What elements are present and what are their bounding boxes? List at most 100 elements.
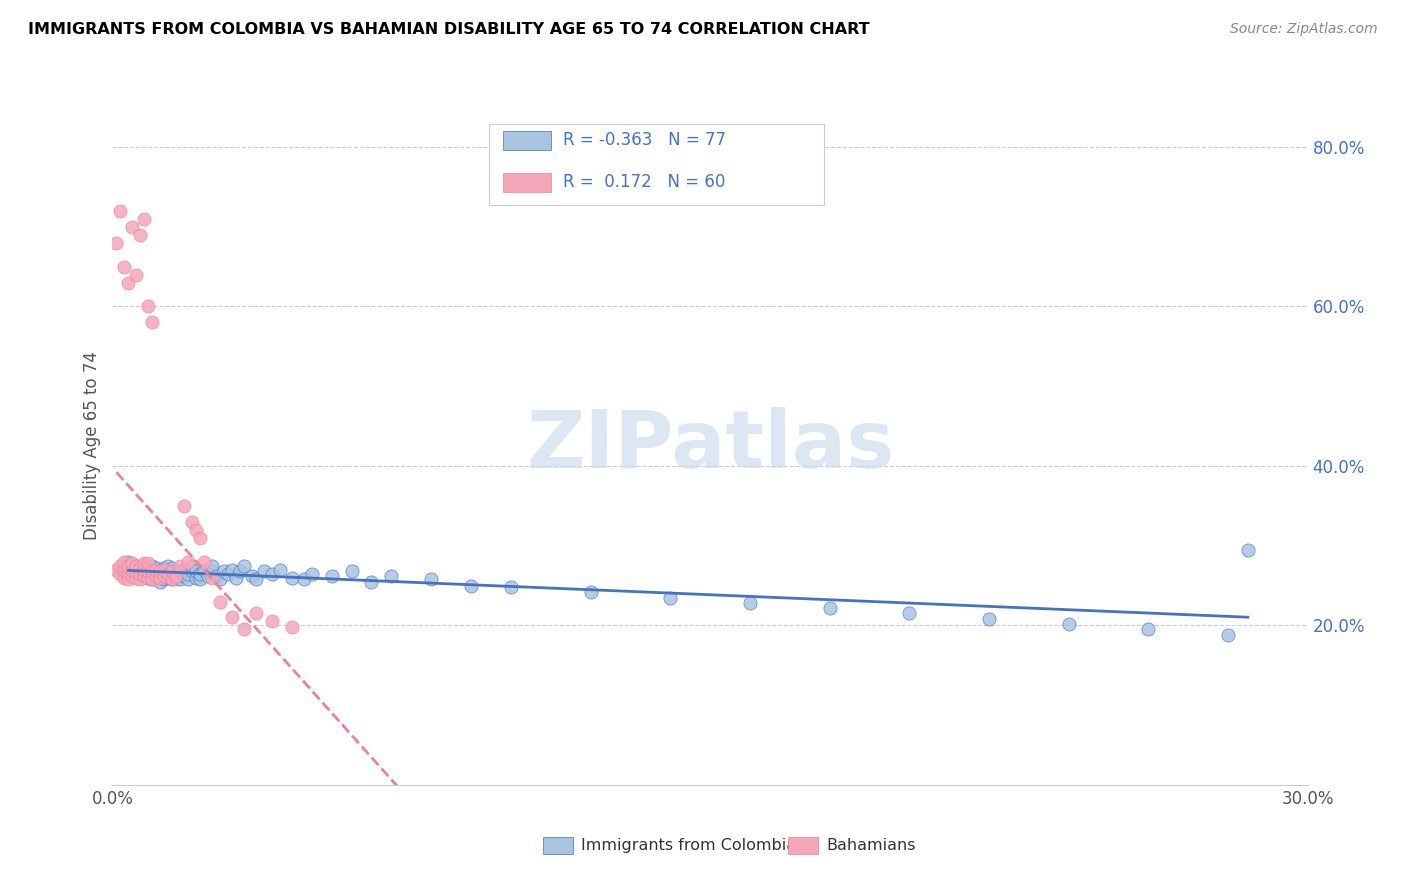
Point — [186, 564, 208, 578]
Point — [188, 566, 211, 581]
Point — [145, 561, 167, 575]
FancyBboxPatch shape — [503, 173, 551, 192]
Point — [579, 585, 602, 599]
Point — [134, 211, 156, 226]
Point — [117, 564, 139, 578]
Point — [177, 566, 200, 581]
Point — [134, 561, 156, 575]
Point — [162, 572, 183, 586]
Point — [173, 563, 195, 577]
Point — [125, 564, 148, 578]
Point — [157, 558, 180, 573]
Point — [1237, 542, 1260, 557]
Point — [105, 235, 128, 250]
Point — [138, 300, 160, 314]
Point — [141, 572, 163, 586]
Point — [229, 564, 252, 578]
Point — [110, 566, 132, 581]
Point — [129, 566, 152, 581]
Point — [188, 572, 211, 586]
Point — [177, 572, 200, 586]
Text: R = -0.363   N = 77: R = -0.363 N = 77 — [562, 131, 725, 149]
Point — [149, 564, 172, 578]
Point — [260, 615, 283, 629]
Point — [201, 571, 224, 585]
Point — [201, 564, 224, 578]
Text: ZIPatlas: ZIPatlas — [526, 407, 894, 485]
Point — [1137, 623, 1160, 637]
Point — [165, 569, 187, 583]
Point — [321, 569, 343, 583]
Point — [134, 564, 156, 578]
Point — [233, 623, 256, 637]
Point — [499, 580, 522, 594]
Point — [149, 574, 172, 589]
Point — [153, 569, 176, 583]
Point — [281, 620, 304, 634]
Point — [977, 612, 1000, 626]
Point — [1216, 628, 1239, 642]
Point — [898, 607, 921, 621]
Point — [117, 558, 139, 573]
Point — [173, 569, 195, 583]
Y-axis label: Disability Age 65 to 74: Disability Age 65 to 74 — [83, 351, 101, 541]
Point — [121, 563, 143, 577]
Point — [125, 558, 148, 573]
Text: IMMIGRANTS FROM COLOMBIA VS BAHAMIAN DISABILITY AGE 65 TO 74 CORRELATION CHART: IMMIGRANTS FROM COLOMBIA VS BAHAMIAN DIS… — [28, 22, 870, 37]
Point — [169, 566, 191, 581]
Point — [145, 563, 167, 577]
Point — [153, 563, 176, 577]
Text: Immigrants from Colombia: Immigrants from Colombia — [581, 838, 796, 853]
Point — [149, 569, 172, 583]
Point — [162, 572, 183, 586]
Point — [253, 564, 276, 578]
Point — [145, 571, 167, 585]
Point — [818, 601, 841, 615]
Point — [212, 564, 235, 578]
Point — [141, 572, 163, 586]
Point — [181, 564, 204, 578]
FancyBboxPatch shape — [503, 131, 551, 150]
Point — [114, 563, 135, 577]
Point — [138, 571, 160, 585]
Point — [173, 499, 195, 513]
Point — [138, 571, 160, 585]
Point — [121, 219, 143, 234]
Point — [114, 571, 135, 585]
Point — [129, 227, 152, 242]
Point — [114, 555, 135, 569]
Point — [145, 564, 167, 578]
Point — [165, 571, 187, 585]
Point — [738, 596, 761, 610]
Point — [221, 563, 243, 577]
Point — [157, 564, 180, 578]
Point — [221, 610, 243, 624]
Point — [380, 569, 402, 583]
Point — [193, 563, 215, 577]
Point — [105, 563, 128, 577]
Text: Source: ZipAtlas.com: Source: ZipAtlas.com — [1230, 22, 1378, 37]
Point — [181, 515, 204, 529]
Point — [110, 203, 132, 218]
Point — [217, 566, 239, 581]
Point — [186, 571, 208, 585]
FancyBboxPatch shape — [787, 838, 818, 855]
Point — [420, 572, 443, 586]
Point — [301, 566, 323, 581]
Point — [292, 572, 315, 586]
Point — [121, 556, 143, 570]
Point — [193, 555, 215, 569]
Point — [240, 569, 263, 583]
Point — [145, 569, 167, 583]
Point — [141, 558, 163, 573]
Point — [245, 607, 267, 621]
Point — [153, 566, 176, 581]
Point — [114, 260, 135, 274]
Point — [245, 572, 267, 586]
Point — [117, 555, 139, 569]
Point — [181, 558, 204, 573]
Point — [169, 558, 191, 573]
Point — [169, 572, 191, 586]
Point — [186, 523, 208, 537]
Point — [260, 566, 283, 581]
